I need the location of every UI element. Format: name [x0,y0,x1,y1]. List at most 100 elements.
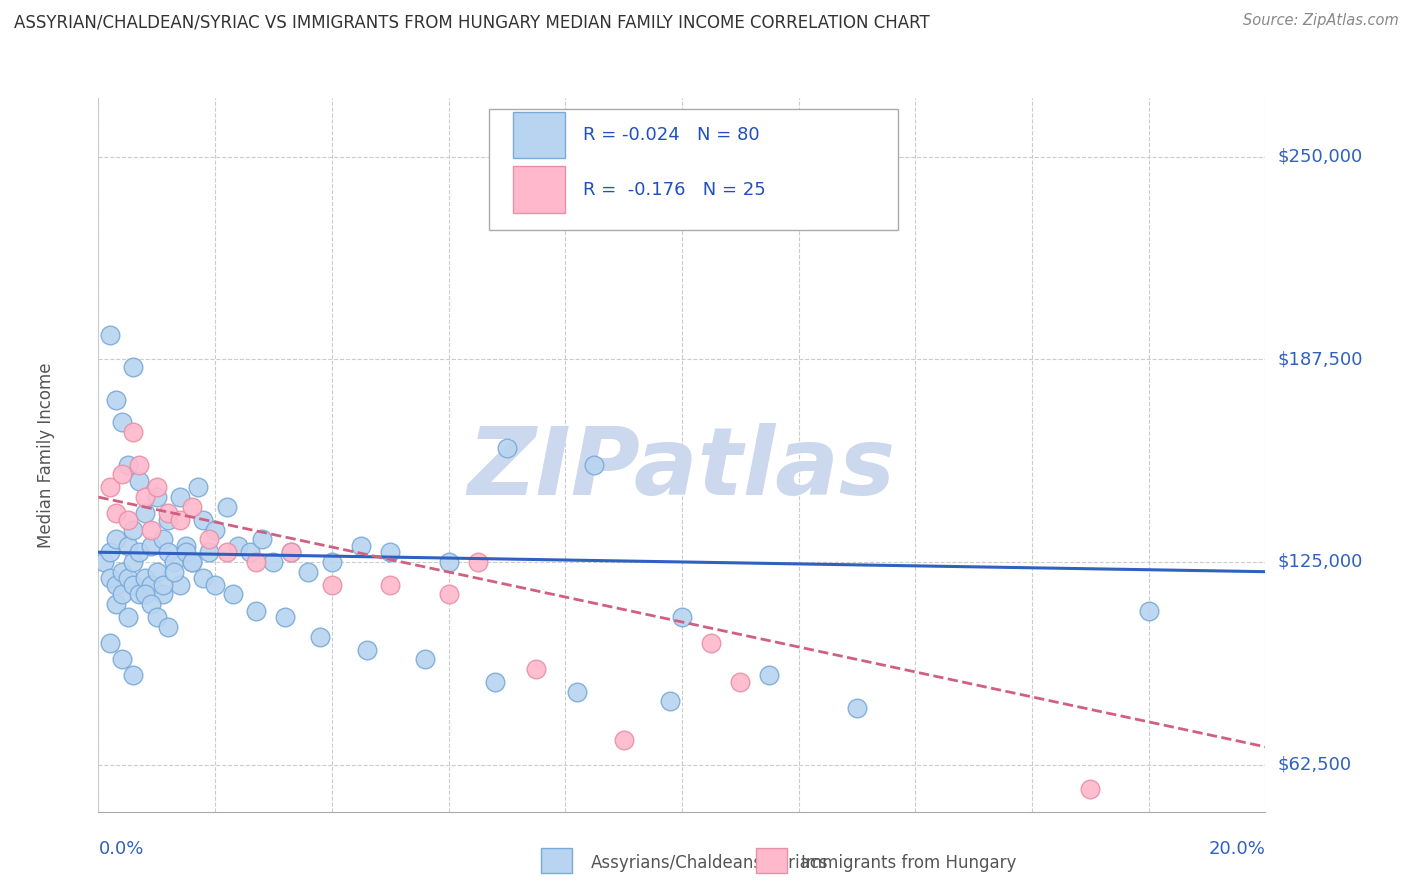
Point [204,523,226,537]
Text: Immigrants from Hungary: Immigrants from Hungary [801,854,1017,871]
Point [111,416,134,430]
Point [565,684,588,698]
Point [437,555,460,569]
Point [228,539,250,553]
Point [117,458,139,472]
Point [134,571,156,585]
Point [262,555,284,569]
Point [193,571,215,585]
Text: ZIPatlas: ZIPatlas [468,423,896,516]
Text: ASSYRIAN/CHALDEAN/SYRIAC VS IMMIGRANTS FROM HUNGARY MEDIAN FAMILY INCOME CORRELA: ASSYRIAN/CHALDEAN/SYRIAC VS IMMIGRANTS F… [14,13,929,31]
Point [139,577,162,591]
Point [117,610,139,624]
Text: $125,000: $125,000 [1277,553,1362,571]
Point [193,513,215,527]
Point [215,545,238,559]
Point [146,565,169,579]
Point [169,490,191,504]
Point [117,571,139,585]
Point [134,587,156,601]
Point [98,571,121,585]
Point [98,480,121,494]
Point [122,360,145,375]
Point [111,587,134,601]
Point [180,500,202,514]
Point [146,490,169,504]
Point [104,392,127,407]
Point [204,577,226,591]
Point [174,539,197,553]
Point [467,555,489,569]
Point [111,467,134,482]
Point [758,668,780,682]
Point [134,490,156,504]
Point [309,630,332,644]
Point [350,539,373,553]
Point [117,539,139,553]
Point [239,545,262,559]
Text: Source: ZipAtlas.com: Source: ZipAtlas.com [1243,13,1399,29]
Text: 0.0%: 0.0% [98,840,143,858]
Point [1080,782,1102,797]
Point [104,533,127,547]
Text: Median Family Income: Median Family Income [37,362,55,548]
Point [274,610,297,624]
Point [413,652,436,666]
Point [111,652,134,666]
Point [321,577,343,591]
Point [163,555,186,569]
Point [297,565,319,579]
Point [378,577,402,591]
Point [215,500,238,514]
Point [104,577,127,591]
Point [128,474,150,488]
Point [484,675,506,690]
Point [157,513,180,527]
Bar [513,112,565,158]
Point [128,458,150,472]
Point [152,587,174,601]
Point [245,604,267,618]
Text: $250,000: $250,000 [1277,147,1362,166]
Point [728,675,751,690]
Point [174,545,197,559]
FancyBboxPatch shape [489,109,898,230]
Point [128,545,150,559]
Point [198,533,221,547]
Point [146,480,169,494]
Point [98,545,121,559]
Point [146,610,169,624]
Point [198,545,221,559]
Point [122,668,145,682]
Point [157,545,180,559]
Point [122,425,145,440]
Point [152,533,174,547]
Point [659,694,682,708]
Point [128,587,150,601]
Text: Assyrians/Chaldeans/Syriacs: Assyrians/Chaldeans/Syriacs [591,854,828,871]
Point [1137,604,1160,618]
Point [104,597,127,611]
Point [157,620,180,634]
Point [117,513,139,527]
Point [845,701,868,715]
Point [152,577,174,591]
Text: 20.0%: 20.0% [1209,840,1265,858]
Point [187,480,209,494]
Point [221,587,243,601]
Point [98,327,121,342]
Text: $187,500: $187,500 [1277,351,1362,368]
Point [134,506,156,520]
Bar [513,167,565,213]
Text: R =  -0.176   N = 25: R = -0.176 N = 25 [582,181,765,199]
Point [139,597,162,611]
Point [93,555,115,569]
Point [180,555,202,569]
Point [378,545,402,559]
Point [139,539,162,553]
Point [111,565,134,579]
Point [169,577,191,591]
Point [612,733,634,747]
Point [524,662,547,676]
Point [245,555,267,569]
